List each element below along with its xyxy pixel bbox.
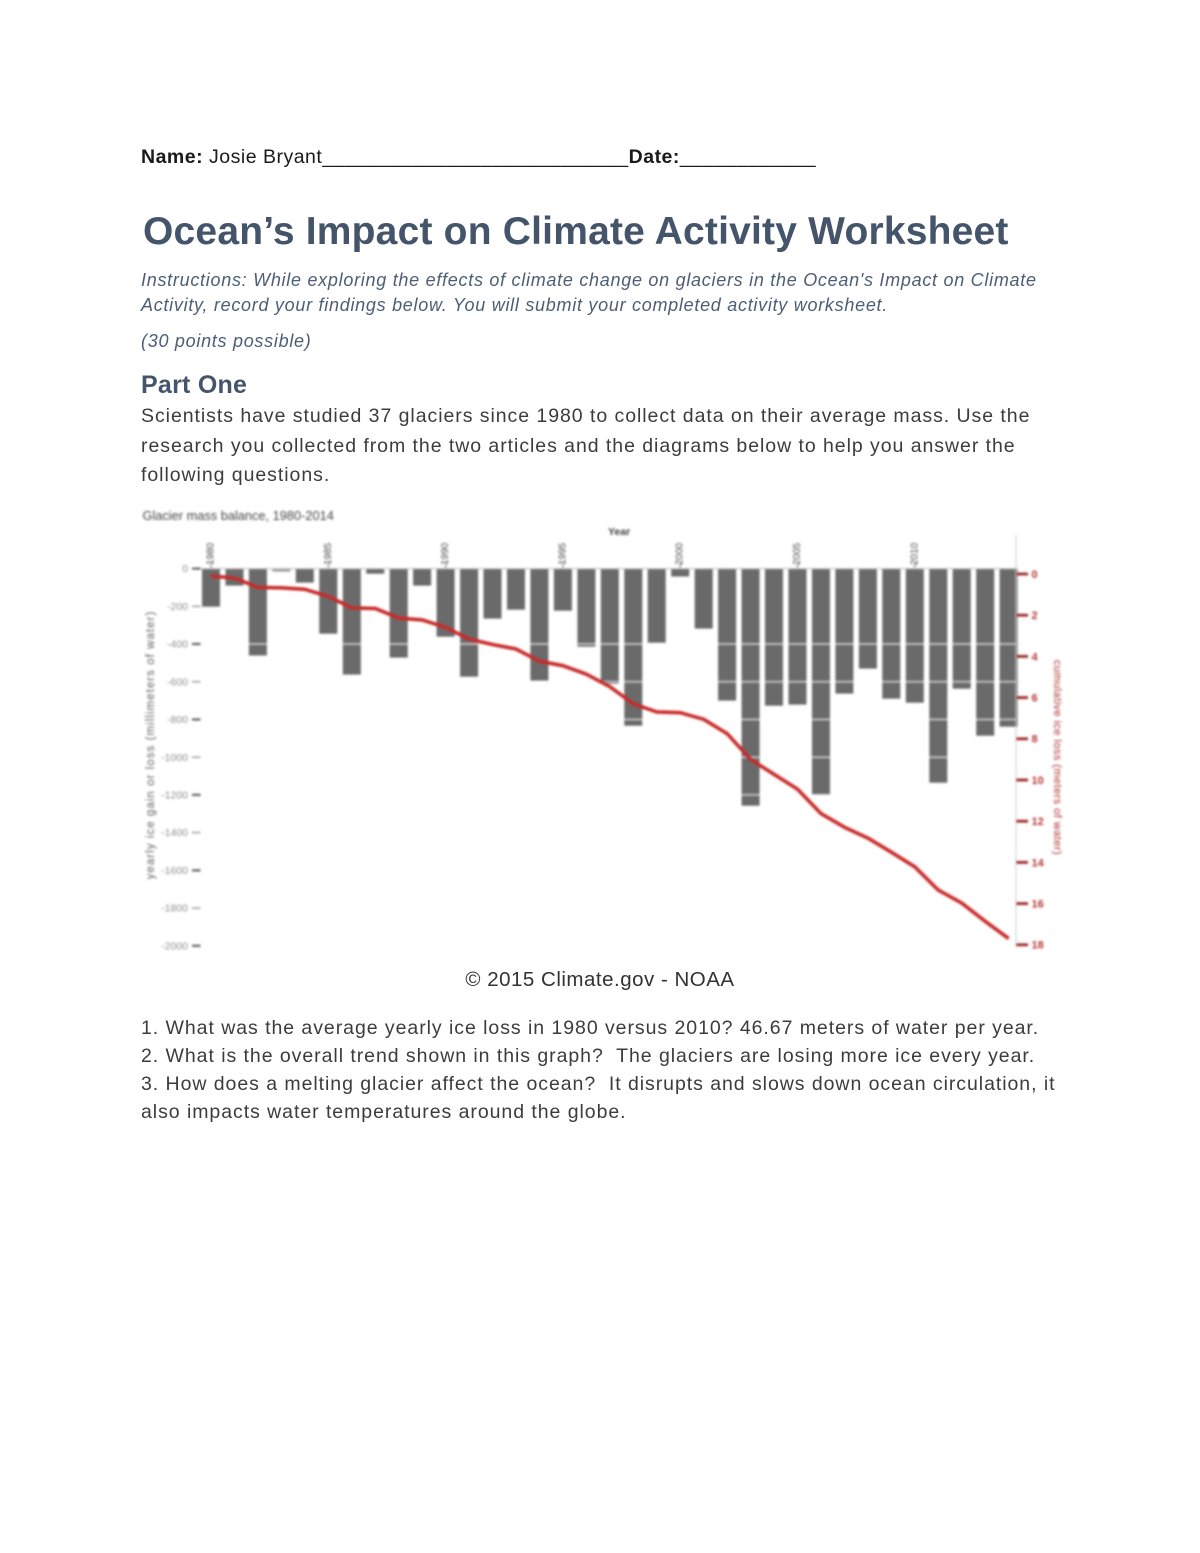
svg-text:1990: 1990 [440,542,451,565]
svg-text:Year: Year [608,526,630,538]
svg-text:1985: 1985 [323,542,334,565]
svg-text:2: 2 [1032,610,1038,622]
svg-text:yearly ice gain or loss (mill: yearly ice gain or loss (millimeters of … [145,611,157,880]
svg-text:4: 4 [1032,651,1039,663]
svg-text:14: 14 [1032,857,1045,869]
svg-text:-400: -400 [167,639,188,651]
svg-text:8: 8 [1032,734,1038,746]
svg-text:1995: 1995 [557,542,568,565]
svg-text:0: 0 [182,563,188,575]
svg-text:cumulative ice loss (meters of: cumulative ice loss (meters of water) [1051,660,1063,855]
svg-text:Glacier mass balance, 1980-201: Glacier mass balance, 1980-2014 [143,508,334,523]
svg-text:-1400: -1400 [161,827,188,839]
svg-text:-600: -600 [167,676,188,688]
svg-text:2005: 2005 [792,542,803,565]
svg-text:18: 18 [1032,940,1044,952]
svg-text:-2000: -2000 [161,940,188,952]
svg-text:-1800: -1800 [161,903,188,915]
svg-text:16: 16 [1032,899,1044,911]
svg-text:-800: -800 [167,714,188,726]
svg-text:6: 6 [1032,693,1038,705]
svg-text:10: 10 [1032,775,1044,787]
svg-text:1980: 1980 [206,542,217,565]
svg-text:-1600: -1600 [161,865,188,877]
svg-text:-1200: -1200 [161,790,188,802]
svg-text:0: 0 [1032,569,1038,581]
svg-text:-1000: -1000 [161,752,188,764]
svg-text:-200: -200 [167,601,188,613]
svg-text:2000: 2000 [675,542,686,565]
svg-text:12: 12 [1032,816,1044,828]
svg-text:2010: 2010 [909,542,920,565]
